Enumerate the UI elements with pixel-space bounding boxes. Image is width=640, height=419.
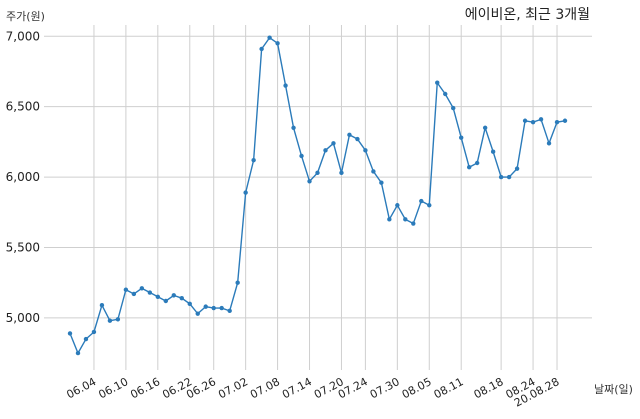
- data-point: [115, 317, 121, 322]
- y-tick-label: 5,500: [6, 240, 40, 254]
- data-point: [451, 105, 456, 111]
- data-point: [419, 198, 424, 204]
- data-point: [315, 170, 320, 176]
- data-point: [99, 303, 105, 308]
- data-point: [498, 174, 504, 180]
- y-tick-label: 6,500: [6, 100, 40, 114]
- data-point: [307, 179, 312, 184]
- data-point: [195, 311, 200, 316]
- data-point: [251, 157, 256, 163]
- data-point: [139, 286, 145, 291]
- price-line: [69, 36, 566, 355]
- x-tick-label: 07.30: [368, 375, 402, 401]
- data-point: [131, 291, 137, 297]
- data-point: [371, 169, 376, 174]
- data-point: [67, 331, 73, 336]
- x-tick-label: 06.10: [96, 375, 130, 401]
- data-point: [554, 119, 560, 125]
- data-point: [83, 336, 89, 342]
- data-point: [562, 118, 568, 123]
- y-axis-label: 주가(원): [6, 10, 45, 23]
- x-tick-label: 07.02: [216, 375, 250, 401]
- data-point: [203, 304, 208, 309]
- data-point: [459, 135, 464, 140]
- data-point: [514, 166, 520, 171]
- y-tick-label: 6,000: [6, 170, 40, 184]
- data-point: [411, 221, 416, 226]
- data-point: [482, 125, 488, 130]
- data-point: [187, 301, 192, 307]
- data-point: [75, 350, 81, 356]
- data-point: [107, 318, 113, 323]
- data-point: [179, 295, 184, 301]
- data-point: [355, 136, 360, 142]
- price-points: [67, 35, 568, 356]
- y-tick-labels: 5,000 5,500 6,000 6,500 7,000: [6, 29, 40, 325]
- chart-title: 에이비온, 최근 3개월: [465, 7, 590, 23]
- data-point: [538, 117, 544, 122]
- data-point: [466, 165, 472, 170]
- data-point: [163, 298, 169, 304]
- data-point: [235, 280, 240, 285]
- data-point: [147, 290, 153, 295]
- x-tick-label: 07.14: [280, 375, 314, 401]
- data-point: [283, 83, 288, 88]
- data-point: [291, 125, 296, 130]
- x-tick-labels: 06.0406.1006.1606.2206.2607.0207.0807.14…: [64, 375, 561, 409]
- data-point: [395, 203, 400, 208]
- x-tick-label: 07.08: [248, 375, 282, 401]
- data-point: [403, 217, 408, 222]
- data-point: [211, 305, 216, 311]
- x-tick-label: 08.18: [472, 375, 506, 401]
- data-point: [227, 308, 232, 314]
- data-point: [522, 118, 528, 123]
- data-point: [123, 287, 129, 292]
- data-point: [339, 170, 344, 176]
- data-point: [219, 305, 224, 311]
- x-tick-label: 08.11: [432, 375, 466, 401]
- grid-lines: [44, 25, 592, 370]
- data-point: [435, 80, 440, 85]
- data-point: [331, 141, 336, 146]
- data-point: [474, 160, 480, 166]
- data-point: [323, 148, 328, 153]
- data-point: [243, 190, 248, 195]
- data-point: [275, 41, 280, 46]
- x-tick-label: 08.05: [400, 375, 434, 401]
- data-point: [347, 132, 352, 138]
- x-tick-label: 06.16: [128, 375, 162, 401]
- data-point: [155, 294, 161, 299]
- data-point: [387, 217, 392, 222]
- data-point: [267, 35, 272, 40]
- data-point: [506, 174, 512, 180]
- y-tick-label: 5,000: [6, 311, 40, 325]
- data-point: [363, 148, 368, 153]
- x-axis-label: 날짜(일): [594, 382, 633, 396]
- data-point: [379, 180, 384, 185]
- data-point: [259, 46, 264, 52]
- data-point: [171, 293, 176, 298]
- data-point: [299, 153, 304, 159]
- data-point: [427, 203, 432, 208]
- data-point: [91, 329, 97, 335]
- y-tick-label: 7,000: [6, 29, 40, 43]
- x-tick-label: 06.04: [64, 375, 98, 401]
- data-point: [443, 91, 448, 97]
- data-point: [546, 141, 552, 146]
- data-point: [530, 119, 536, 125]
- data-point: [490, 149, 496, 154]
